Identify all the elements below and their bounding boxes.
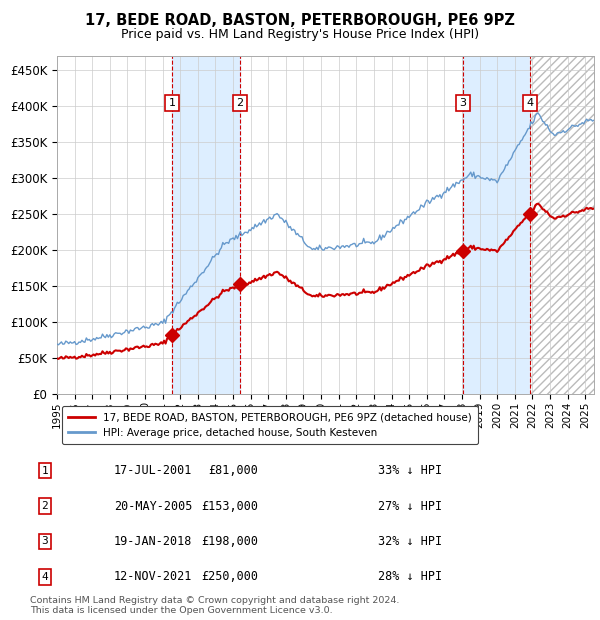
Text: 27% ↓ HPI: 27% ↓ HPI bbox=[378, 500, 442, 513]
Text: 33% ↓ HPI: 33% ↓ HPI bbox=[378, 464, 442, 477]
Text: 1: 1 bbox=[41, 466, 49, 476]
Bar bbox=[530, 56, 594, 394]
Text: 28% ↓ HPI: 28% ↓ HPI bbox=[378, 570, 442, 583]
Text: 4: 4 bbox=[527, 98, 533, 108]
Text: £81,000: £81,000 bbox=[208, 464, 258, 477]
Bar bbox=[463, 56, 530, 394]
Text: 3: 3 bbox=[41, 536, 49, 546]
Text: 17-JUL-2001: 17-JUL-2001 bbox=[114, 464, 193, 477]
Text: Price paid vs. HM Land Registry's House Price Index (HPI): Price paid vs. HM Land Registry's House … bbox=[121, 28, 479, 40]
Bar bbox=[172, 56, 240, 394]
Text: Contains HM Land Registry data © Crown copyright and database right 2024.
This d: Contains HM Land Registry data © Crown c… bbox=[30, 596, 400, 615]
Text: 4: 4 bbox=[41, 572, 49, 582]
Text: 3: 3 bbox=[460, 98, 466, 108]
Text: 1: 1 bbox=[169, 98, 176, 108]
Bar bbox=[530, 56, 594, 394]
Text: 2: 2 bbox=[41, 501, 49, 511]
Text: 17, BEDE ROAD, BASTON, PETERBOROUGH, PE6 9PZ: 17, BEDE ROAD, BASTON, PETERBOROUGH, PE6… bbox=[85, 13, 515, 28]
Text: 19-JAN-2018: 19-JAN-2018 bbox=[114, 535, 193, 548]
Text: 20-MAY-2005: 20-MAY-2005 bbox=[114, 500, 193, 513]
Legend: 17, BEDE ROAD, BASTON, PETERBOROUGH, PE6 9PZ (detached house), HPI: Average pric: 17, BEDE ROAD, BASTON, PETERBOROUGH, PE6… bbox=[62, 406, 478, 444]
Text: 2: 2 bbox=[236, 98, 244, 108]
Text: 32% ↓ HPI: 32% ↓ HPI bbox=[378, 535, 442, 548]
Text: 12-NOV-2021: 12-NOV-2021 bbox=[114, 570, 193, 583]
Text: £153,000: £153,000 bbox=[201, 500, 258, 513]
Text: £198,000: £198,000 bbox=[201, 535, 258, 548]
Text: £250,000: £250,000 bbox=[201, 570, 258, 583]
